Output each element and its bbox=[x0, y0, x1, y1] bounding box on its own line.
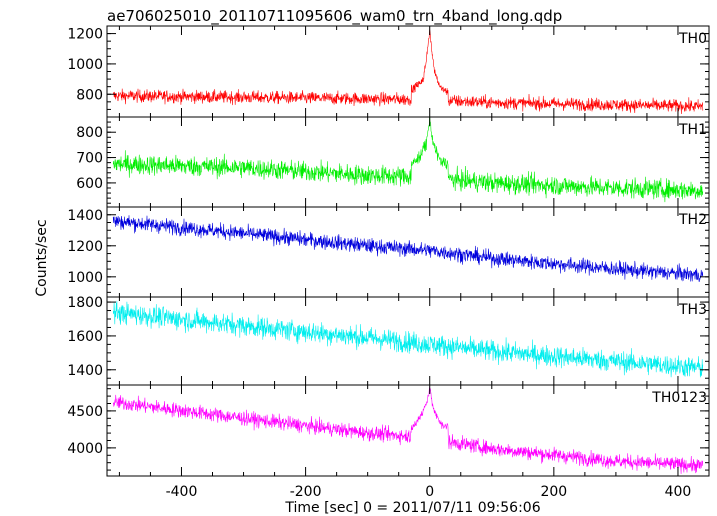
x-tick-label: 0 bbox=[425, 484, 434, 500]
panel-th0: 800 1000 1200 TH0 bbox=[67, 25, 710, 118]
x-axis-label: Time [sec] 0 = 2011/07/11 09:56:06 bbox=[284, 500, 540, 516]
y-tick-label: 4000 bbox=[67, 441, 103, 457]
y-tick-label: 1400 bbox=[67, 363, 103, 379]
y-tick-label: 1200 bbox=[67, 239, 103, 255]
y-tick-label: 600 bbox=[76, 176, 103, 192]
series-line-th2 bbox=[112, 215, 704, 283]
y-tick-label: 1200 bbox=[67, 27, 103, 43]
series-line-th0 bbox=[112, 29, 704, 115]
panel-label-th2: TH2 bbox=[678, 212, 707, 228]
panel-frame bbox=[106, 206, 710, 298]
x-tick-label: -400 bbox=[166, 484, 198, 500]
panel-frame bbox=[106, 384, 710, 477]
x-tick-label: 400 bbox=[665, 484, 692, 500]
panel-label-th1: TH1 bbox=[678, 122, 707, 138]
x-tick-label: -200 bbox=[290, 484, 322, 500]
y-tick-label: 1400 bbox=[67, 208, 103, 224]
panel-th2: 1000 1200 1400 TH2 bbox=[67, 206, 710, 298]
y-tick-label: 4500 bbox=[67, 404, 103, 420]
chart-title: ae706025010_20110711095606_wam0_trn_4ban… bbox=[107, 7, 562, 26]
y-tick-label: 800 bbox=[76, 87, 103, 103]
panel-label-th0123: TH0123 bbox=[651, 390, 707, 406]
y-tick-label: 700 bbox=[76, 151, 103, 167]
panel-label-th0: TH0 bbox=[678, 31, 707, 47]
panels-group: 800 1000 1200 TH0 600 700 800 TH1 1000 1200 1400 TH… bbox=[67, 25, 710, 500]
x-tick-label: 200 bbox=[540, 484, 567, 500]
series-line-th3 bbox=[112, 300, 704, 378]
y-tick-label: 1000 bbox=[67, 270, 103, 286]
y-axis-label: Counts/sec bbox=[34, 219, 50, 296]
series-line-th1 bbox=[112, 117, 704, 203]
panel-th0123: 4000 4500 TH0123 bbox=[67, 384, 710, 477]
y-tick-label: 1600 bbox=[67, 329, 103, 345]
panel-th1: 600 700 800 TH1 bbox=[76, 116, 710, 208]
y-tick-label: 800 bbox=[76, 125, 103, 141]
y-tick-label: 1000 bbox=[67, 57, 103, 73]
series-line-th0123 bbox=[112, 387, 704, 474]
panel-label-th3: TH3 bbox=[678, 302, 707, 318]
panel-th3: 1400 1600 1800 TH3 bbox=[67, 295, 710, 386]
y-tick-label: 1800 bbox=[67, 295, 103, 311]
